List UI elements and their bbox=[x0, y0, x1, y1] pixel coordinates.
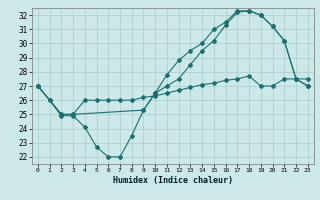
X-axis label: Humidex (Indice chaleur): Humidex (Indice chaleur) bbox=[113, 176, 233, 185]
